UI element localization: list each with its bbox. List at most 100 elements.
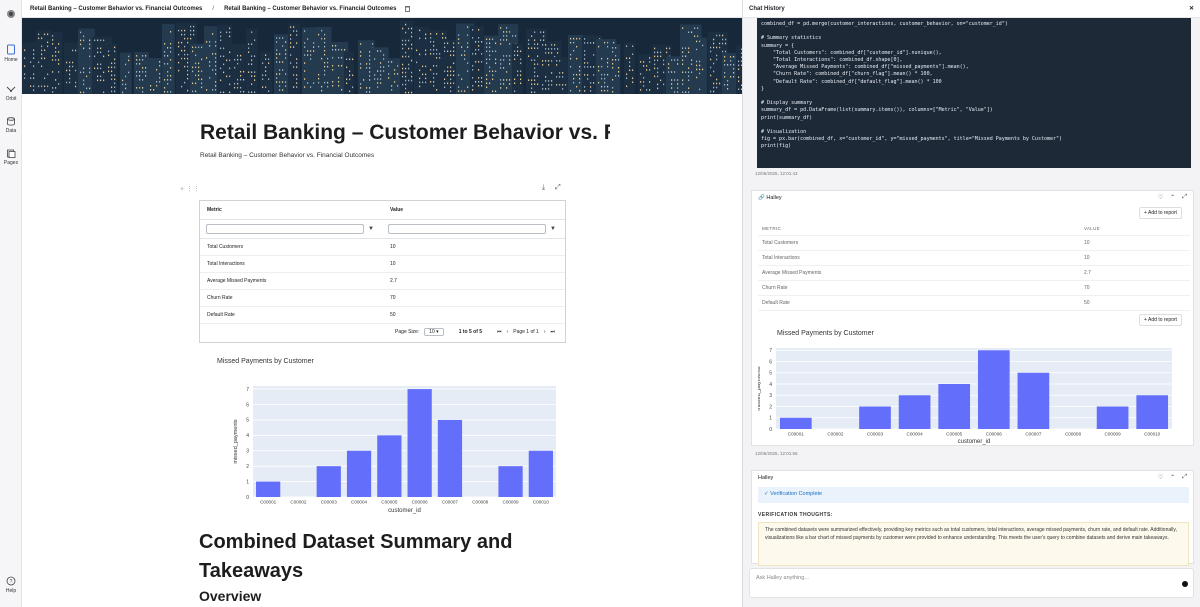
page-subtitle: Retail Banking – Customer Behavior vs. F… xyxy=(200,152,375,159)
y-tick-label: 1 xyxy=(246,479,249,485)
y-tick-label: 0 xyxy=(769,427,772,433)
table-row: Total Customers 10 xyxy=(200,239,565,256)
rail-item-home[interactable]: Home xyxy=(0,44,22,63)
y-tick-label: 0 xyxy=(246,495,249,501)
collapse-icon[interactable]: ⌃ xyxy=(1170,195,1176,201)
rail-item-help[interactable]: ? Help xyxy=(0,576,22,594)
table-row: Churn Rate 70 xyxy=(200,290,565,307)
expand-icon[interactable]: ⤢ xyxy=(1182,474,1187,480)
bar xyxy=(437,419,463,497)
prev-page-icon[interactable]: ‹ xyxy=(506,329,509,335)
table-cell: 70 xyxy=(1084,285,1090,291)
chat-title: Chat History xyxy=(749,5,785,12)
last-page-icon[interactable]: ⏭ xyxy=(550,329,555,335)
x-tick-label: C00006 xyxy=(986,432,1003,437)
expand-icon[interactable]: ⤢ xyxy=(555,184,561,191)
y-tick-label: 6 xyxy=(246,402,249,408)
table-cell: Total Customers xyxy=(207,244,244,250)
rail-label-help: Help xyxy=(5,588,17,594)
bar xyxy=(779,417,812,429)
verification-thoughts-text: The combined datasets were summarized ef… xyxy=(758,522,1189,566)
breadcrumb-item-parent[interactable]: Retail Banking – Customer Behavior vs. F… xyxy=(30,5,203,12)
y-axis-label: missed_payments xyxy=(233,419,239,464)
table-cell: Average Missed Payments xyxy=(207,278,267,284)
trash-icon[interactable] xyxy=(404,5,411,12)
filter-icon[interactable]: ▼ xyxy=(549,226,556,232)
rail-item-orbit[interactable]: Orbit xyxy=(0,85,22,102)
hero-banner-image xyxy=(22,18,742,94)
table-row: Average Missed Payments 2.7 xyxy=(758,266,1190,281)
first-page-icon[interactable]: ⏮ xyxy=(497,329,502,335)
like-icon[interactable]: ♡ xyxy=(1157,475,1164,481)
chat-input[interactable]: Ask Halley anything... xyxy=(749,568,1194,598)
assistant-message-card: Halley ♡ ⌃ ⤢ ✓ Verification Complete VERIF… xyxy=(751,470,1194,566)
message-header: 🔗 Halley ♡ ⌃ ⤢ xyxy=(752,191,1193,204)
table-row: Churn Rate 70 xyxy=(758,281,1190,296)
bar xyxy=(346,450,372,497)
y-tick-label: 3 xyxy=(769,393,772,399)
send-icon[interactable] xyxy=(1182,581,1188,587)
download-icon[interactable]: ⤓ xyxy=(542,184,546,191)
drag-handle-icon[interactable]: ⋮⋮ xyxy=(186,186,201,193)
rail-item-pages[interactable]: Pages xyxy=(0,149,22,166)
close-icon[interactable]: ✕ xyxy=(1188,6,1194,12)
y-tick-label: 5 xyxy=(246,418,249,424)
collapse-icon[interactable]: ⌃ xyxy=(1170,475,1176,481)
message-header: Halley ♡ ⌃ ⤢ xyxy=(752,471,1193,484)
metric-filter-input[interactable] xyxy=(206,224,364,234)
table-cell: 50 xyxy=(1084,300,1090,306)
column-header: METRIC xyxy=(762,225,782,231)
table-row: Default Rate 50 xyxy=(758,296,1190,311)
message-timestamp: 12/05/2025, 12:01:56 xyxy=(755,451,798,456)
x-tick-label: C00007 xyxy=(442,500,459,505)
table-cell: 10 xyxy=(1084,240,1090,246)
table-cell: Churn Rate xyxy=(762,285,788,291)
rail-label-data: Data xyxy=(5,128,17,134)
y-tick-label: 3 xyxy=(246,449,249,455)
x-tick-label: C00004 xyxy=(351,500,368,505)
x-axis-label: customer_id xyxy=(958,439,991,445)
x-tick-label: C00001 xyxy=(788,432,805,437)
breadcrumb-item-current[interactable]: Retail Banking – Customer Behavior vs. F… xyxy=(224,5,397,12)
rail-item-data[interactable]: Data xyxy=(0,117,22,134)
help-icon: ? xyxy=(6,576,16,586)
add-to-report-button[interactable]: + Add to report xyxy=(1139,314,1182,326)
y-tick-label: 2 xyxy=(769,404,772,410)
table-cell: Total Interactions xyxy=(762,255,800,261)
bar xyxy=(898,395,931,429)
block-tools: ⤓ ⤢ xyxy=(542,184,561,192)
table-cell: Total Customers xyxy=(762,240,799,246)
x-tick-label: C00001 xyxy=(260,500,277,505)
value-filter-input[interactable] xyxy=(387,224,546,234)
next-page-icon[interactable]: › xyxy=(543,329,546,335)
like-icon[interactable]: ♡ xyxy=(1157,195,1164,201)
x-tick-label: C00010 xyxy=(533,500,550,505)
x-axis-label: customer_id xyxy=(388,508,421,514)
chat-input-placeholder: Ask Halley anything... xyxy=(756,575,809,581)
page-indicator: Page 1 of 1 xyxy=(513,329,539,335)
y-tick-label: 7 xyxy=(246,387,249,393)
verification-thoughts-label: VERIFICATION THOUGHTS: xyxy=(758,512,833,518)
table-row: Total Interactions 10 xyxy=(200,256,565,273)
column-header-metric[interactable]: Metric xyxy=(207,207,222,213)
database-icon xyxy=(7,117,15,126)
x-tick-label: C00009 xyxy=(1105,432,1122,437)
expand-icon[interactable]: ⤢ xyxy=(1182,194,1187,200)
section-subheading: Overview xyxy=(199,588,262,604)
missed-payments-bar-chart: 0 1 2 3 4 5 6 7 C00001 C00002 C00003 C00004 C00005 C0… xyxy=(758,348,1172,445)
page-size-select[interactable]: 10 ▾ xyxy=(424,328,444,336)
section-heading: Combined Dataset Summary and Takeaways xyxy=(199,531,513,582)
home-icon xyxy=(7,44,15,55)
x-tick-label: C00007 xyxy=(1025,432,1042,437)
grid-header-row: Metric Value xyxy=(200,201,565,220)
grid-pagination: Page Size: 10 ▾ 1 to 5 of 5 ⏮ ‹ Page 1 o… xyxy=(200,324,565,340)
add-block-icon[interactable]: + xyxy=(180,186,185,193)
table-cell: 50 xyxy=(390,312,396,318)
bar xyxy=(316,466,341,497)
message-author: Halley xyxy=(758,474,774,481)
missed-payments-bar-chart: 0 1 2 3 4 5 6 7 C00001 C00002 C00003 C00004 C00005 C0… xyxy=(233,386,556,514)
table-row: Default Rate 50 xyxy=(200,307,565,324)
filter-icon[interactable]: ▼ xyxy=(368,226,374,232)
column-header-value[interactable]: Value xyxy=(390,207,404,213)
add-to-report-button[interactable]: + Add to report xyxy=(1139,207,1182,219)
